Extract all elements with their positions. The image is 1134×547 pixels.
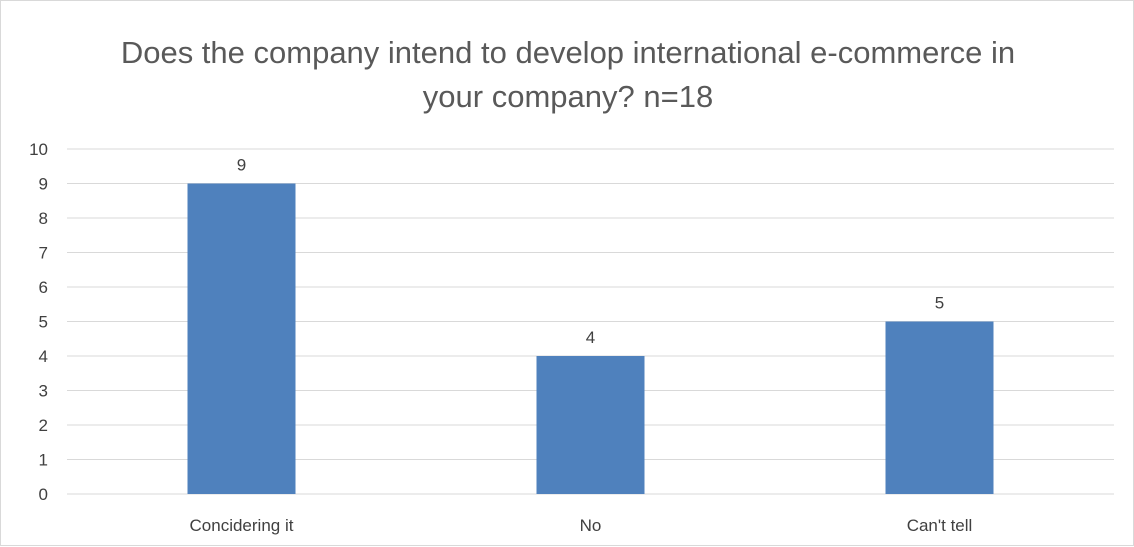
y-tick-label: 7 <box>39 244 48 263</box>
y-tick-label: 8 <box>39 209 48 228</box>
y-tick-label: 0 <box>39 485 48 504</box>
y-tick-label: 3 <box>39 382 48 401</box>
y-axis-ticks: 0 1 2 3 4 5 6 7 8 9 10 <box>29 140 48 504</box>
chart-title: Does the company intend to develop inter… <box>121 35 1015 114</box>
y-tick-label: 6 <box>39 278 48 297</box>
y-tick-label: 10 <box>29 140 48 159</box>
bar <box>885 321 994 494</box>
y-tick-label: 2 <box>39 416 48 435</box>
bar <box>187 183 296 494</box>
x-category-label: Can't tell <box>907 516 973 535</box>
y-tick-label: 9 <box>39 175 48 194</box>
bars <box>187 183 994 494</box>
chart-title-line-1: Does the company intend to develop inter… <box>121 35 1015 70</box>
x-category-label: No <box>580 516 602 535</box>
bar-value-label: 4 <box>586 328 595 347</box>
data-labels: 9 4 5 <box>237 156 944 348</box>
y-tick-label: 5 <box>39 313 48 332</box>
bar-value-label: 5 <box>935 294 944 313</box>
bar <box>536 356 645 494</box>
chart-title-line-2: your company? n=18 <box>423 79 713 114</box>
y-tick-label: 4 <box>39 347 48 366</box>
bar-value-label: 9 <box>237 156 246 175</box>
x-category-label: Concidering it <box>190 516 294 535</box>
y-tick-label: 1 <box>39 451 48 470</box>
x-axis-categories: Concidering it No Can't tell <box>190 516 973 535</box>
